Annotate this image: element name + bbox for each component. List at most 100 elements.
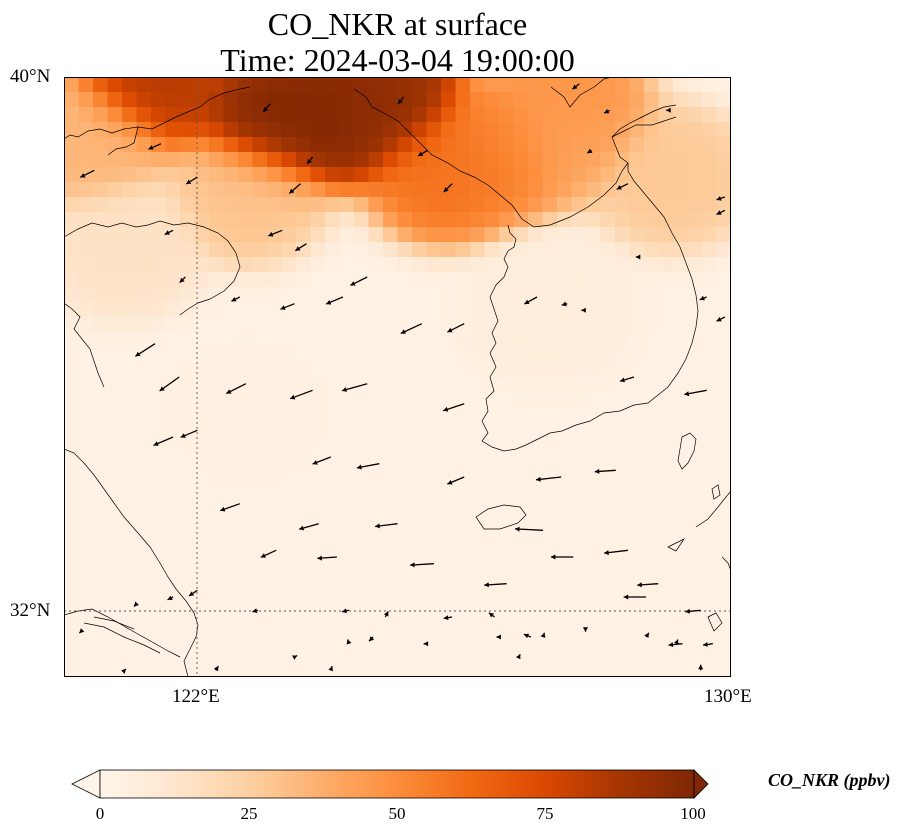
field-cell <box>528 152 544 168</box>
field-cell <box>209 167 225 183</box>
field-cell <box>165 302 181 318</box>
wind-arrow <box>121 668 127 674</box>
field-cell <box>542 497 558 513</box>
field-cell <box>441 332 457 348</box>
field-cell <box>412 617 428 633</box>
field-cell <box>165 152 181 168</box>
field-cell <box>542 407 558 423</box>
field-cell <box>194 287 210 303</box>
field-cell <box>78 377 94 393</box>
field-cell <box>644 527 660 543</box>
field-cell <box>499 302 515 318</box>
field-cell <box>644 242 660 258</box>
field-cell <box>687 167 703 183</box>
field-cell <box>107 107 123 123</box>
field-cell <box>426 242 442 258</box>
field-cell <box>702 332 718 348</box>
field-cell <box>716 362 731 378</box>
field-cell <box>571 197 587 213</box>
field-cell <box>368 77 384 93</box>
field-cell <box>180 77 196 93</box>
field-cell <box>267 587 283 603</box>
field-cell <box>223 527 239 543</box>
field-cell <box>528 482 544 498</box>
field-cell <box>136 122 152 138</box>
field-cell <box>267 182 283 198</box>
field-cell <box>93 497 109 513</box>
field-cell <box>281 617 297 633</box>
field-cell <box>354 392 370 408</box>
field-cell <box>513 272 529 288</box>
field-cell <box>180 272 196 288</box>
field-cell <box>368 467 384 483</box>
field-cell <box>93 272 109 288</box>
field-cell <box>223 512 239 528</box>
field-cell <box>557 182 573 198</box>
field-cell <box>542 317 558 333</box>
field-cell <box>615 662 631 677</box>
field-cell <box>629 92 645 108</box>
field-cell <box>368 242 384 258</box>
field-cell <box>629 527 645 543</box>
colorbar-gradient <box>99 769 695 799</box>
field-cell <box>702 77 718 93</box>
field-cell <box>93 377 109 393</box>
field-cell <box>64 452 80 468</box>
wind-arrow <box>571 83 580 90</box>
field-cell <box>441 317 457 333</box>
field-cell <box>194 377 210 393</box>
field-cell <box>151 572 167 588</box>
field-cell <box>441 77 457 93</box>
field-cell <box>716 437 731 453</box>
field-cell <box>339 212 355 228</box>
field-cell <box>122 407 138 423</box>
field-cell <box>151 152 167 168</box>
field-cell <box>528 422 544 438</box>
field-cell <box>165 242 181 258</box>
field-cell <box>441 482 457 498</box>
field-cell <box>615 407 631 423</box>
field-cell <box>557 257 573 273</box>
field-cell <box>93 242 109 258</box>
field-cell <box>702 272 718 288</box>
field-cell <box>470 152 486 168</box>
field-cell <box>151 302 167 318</box>
field-cell <box>310 122 326 138</box>
field-cell <box>513 332 529 348</box>
field-cell <box>600 482 616 498</box>
field-cell <box>470 227 486 243</box>
field-cell <box>180 377 196 393</box>
field-cell <box>600 77 616 93</box>
field-cell <box>122 662 138 677</box>
field-cell <box>658 302 674 318</box>
field-cell <box>412 497 428 513</box>
field-cell <box>64 497 80 513</box>
field-cell <box>93 407 109 423</box>
field-cell <box>310 587 326 603</box>
field-cell <box>397 107 413 123</box>
field-cell <box>615 107 631 123</box>
field-cell <box>673 182 689 198</box>
field-cell <box>252 197 268 213</box>
field-cell <box>542 152 558 168</box>
field-cell <box>542 242 558 258</box>
field-cell <box>165 602 181 618</box>
field-cell <box>180 452 196 468</box>
field-cell <box>180 512 196 528</box>
field-cell <box>673 587 689 603</box>
field-cell <box>281 362 297 378</box>
field-cell <box>615 317 631 333</box>
wind-arrow <box>375 523 398 529</box>
field-cell <box>499 197 515 213</box>
field-cell <box>339 572 355 588</box>
field-cell <box>310 617 326 633</box>
field-cell <box>339 227 355 243</box>
field-cell <box>499 362 515 378</box>
field-cell <box>441 617 457 633</box>
field-cell <box>644 92 660 108</box>
field-cell <box>281 407 297 423</box>
field-cell <box>441 452 457 468</box>
field-cell <box>107 227 123 243</box>
field-cell <box>441 302 457 318</box>
field-cell <box>702 137 718 153</box>
